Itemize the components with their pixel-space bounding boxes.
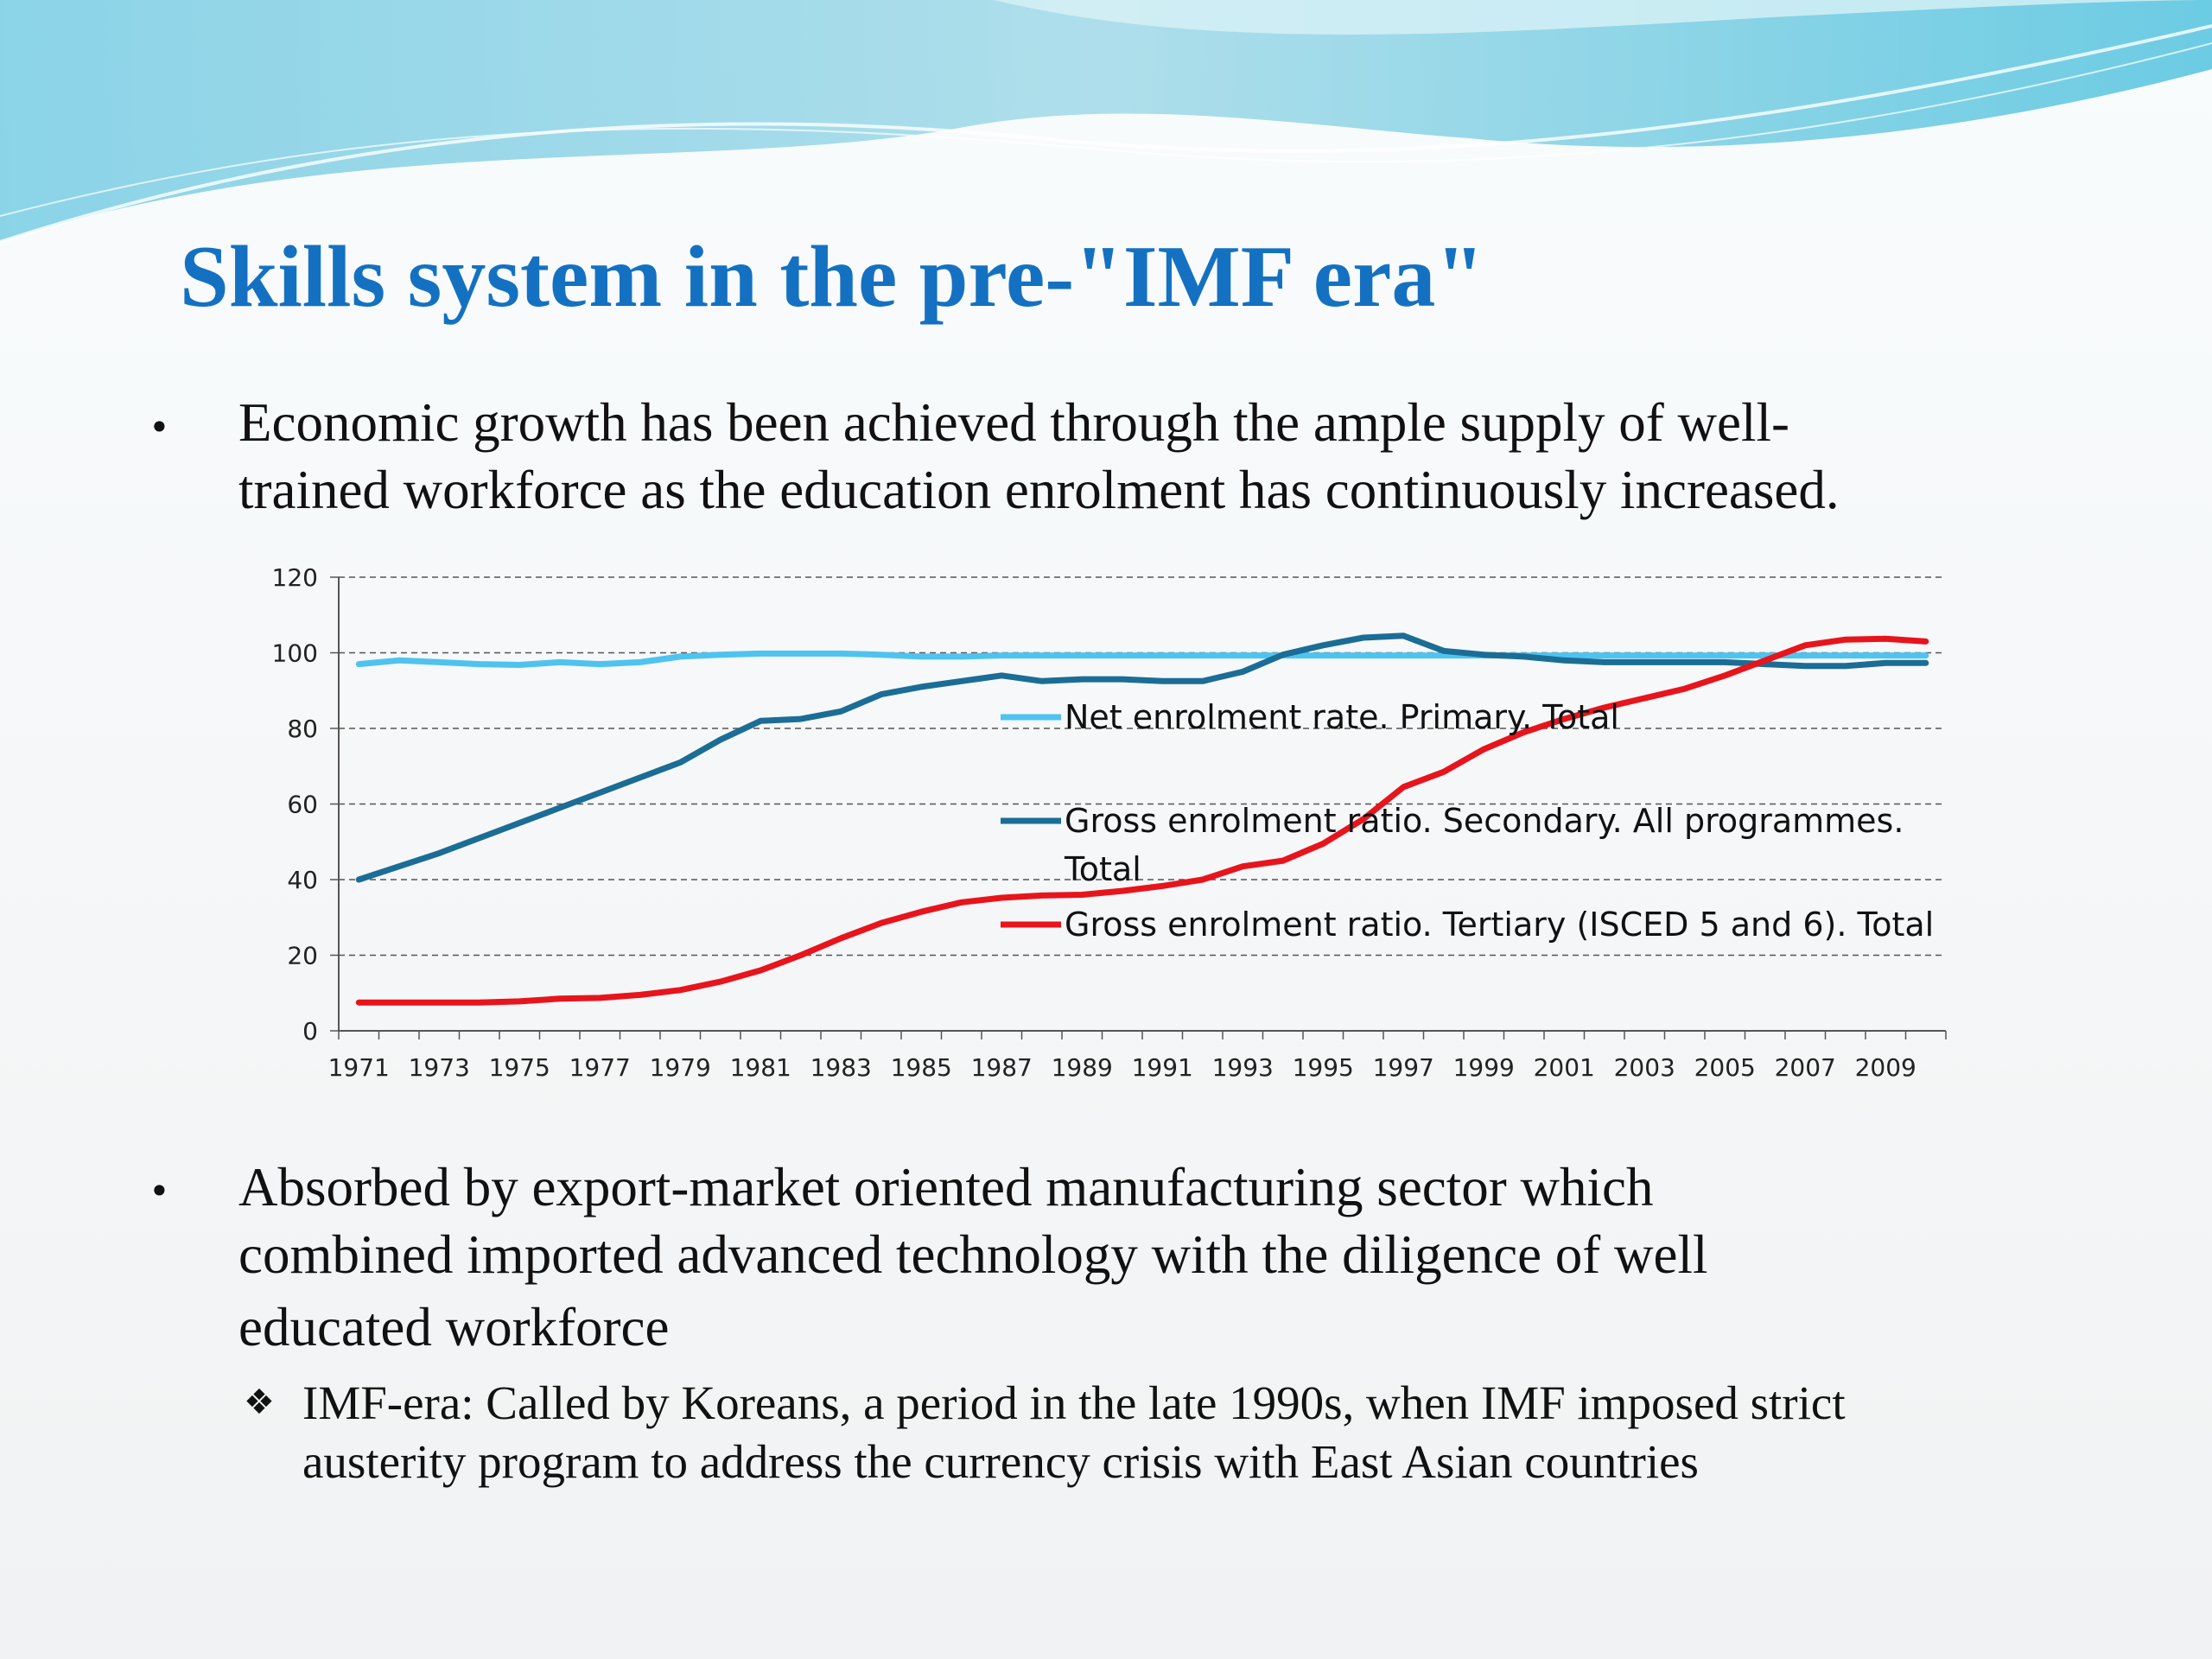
legend-label: Gross enrolment ratio. Secondary. All pr… <box>1065 802 1904 840</box>
x-tick-label: 1983 <box>810 1053 872 1082</box>
chart-axes: 0 20 40 60 80 100 120 1971 1973 1975 1977 1979 1981 1… <box>272 563 1947 1082</box>
x-tick-label: 1977 <box>569 1053 631 1082</box>
x-tick-label: 1985 <box>891 1053 952 1082</box>
x-tick-label: 2009 <box>1855 1053 1916 1082</box>
y-tick-label: 60 <box>287 791 318 819</box>
x-tick-label: 2007 <box>1775 1053 1836 1082</box>
x-tick-label: 1989 <box>1052 1053 1113 1082</box>
x-tick-label: 1971 <box>328 1053 390 1082</box>
y-tick-label: 100 <box>272 639 318 668</box>
chart-series <box>355 632 1929 1006</box>
x-tick-label: 2001 <box>1534 1053 1595 1082</box>
enrolment-line-chart: 0 20 40 60 80 100 120 1971 1973 1975 1977 1979 1981 1… <box>272 563 1947 1082</box>
sub-bullet-text: IMF-era: Called by Koreans, a period in … <box>302 1374 1846 1491</box>
text-line: Absorbed by export-market oriented manuf… <box>238 1157 1654 1217</box>
text-line: Economic growth has been achieved throug… <box>238 392 1789 453</box>
text-line: educated workforce <box>238 1297 670 1357</box>
bullet-2-text: Absorbed by export-market oriented manuf… <box>238 1154 1708 1357</box>
chart-legend: Net enrolment rate. Primary. Total Gross … <box>1001 698 1934 944</box>
x-tick-label: 1995 <box>1293 1053 1354 1082</box>
legend-label: Net enrolment rate. Primary. Total <box>1065 698 1619 736</box>
legend-label: Gross enrolment ratio. Tertiary (ISCED 5… <box>1065 906 1934 944</box>
decorative-wave-header <box>0 0 2212 244</box>
x-tick-label: 1979 <box>650 1053 711 1082</box>
x-tick-label: 2005 <box>1694 1053 1756 1082</box>
y-tick-label: 40 <box>287 866 318 894</box>
text-line: combined imported advanced technology wi… <box>238 1224 1708 1285</box>
x-tick-label: 1975 <box>489 1053 550 1082</box>
y-tick-label: 0 <box>302 1017 318 1046</box>
legend-label: Total <box>1064 850 1141 888</box>
text-line: trained workforce as the education enrol… <box>238 460 1840 520</box>
diamond-bullet-icon: ❖ <box>244 1382 275 1422</box>
y-tick-label: 20 <box>287 942 318 970</box>
series-line <box>355 635 1929 1006</box>
x-tick-label: 1991 <box>1132 1053 1193 1082</box>
slide-title: Skills system in the pre-"IMF era" <box>180 228 1484 326</box>
y-tick-label: 120 <box>272 563 318 592</box>
series-line <box>355 650 1929 668</box>
text-line: IMF-era: Called by Koreans, a period in … <box>302 1376 1846 1429</box>
bullet-marker: • <box>149 406 170 448</box>
x-tick-label: 1973 <box>409 1053 470 1082</box>
x-tick-label: 2003 <box>1614 1053 1675 1082</box>
text-line: austerity program to address the currenc… <box>302 1435 1699 1488</box>
x-tick-label: 1993 <box>1212 1053 1274 1082</box>
x-tick-label: 1987 <box>971 1053 1033 1082</box>
chart-gridlines <box>339 576 1946 957</box>
bullet-1-text: Economic growth has been achieved throug… <box>238 389 1840 524</box>
x-tick-label: 1999 <box>1453 1053 1515 1082</box>
series-line <box>355 632 1929 883</box>
x-tick-label: 1981 <box>730 1053 791 1082</box>
x-tick-label: 1997 <box>1373 1053 1434 1082</box>
bullet-marker: • <box>149 1170 170 1212</box>
y-tick-label: 80 <box>287 715 318 743</box>
